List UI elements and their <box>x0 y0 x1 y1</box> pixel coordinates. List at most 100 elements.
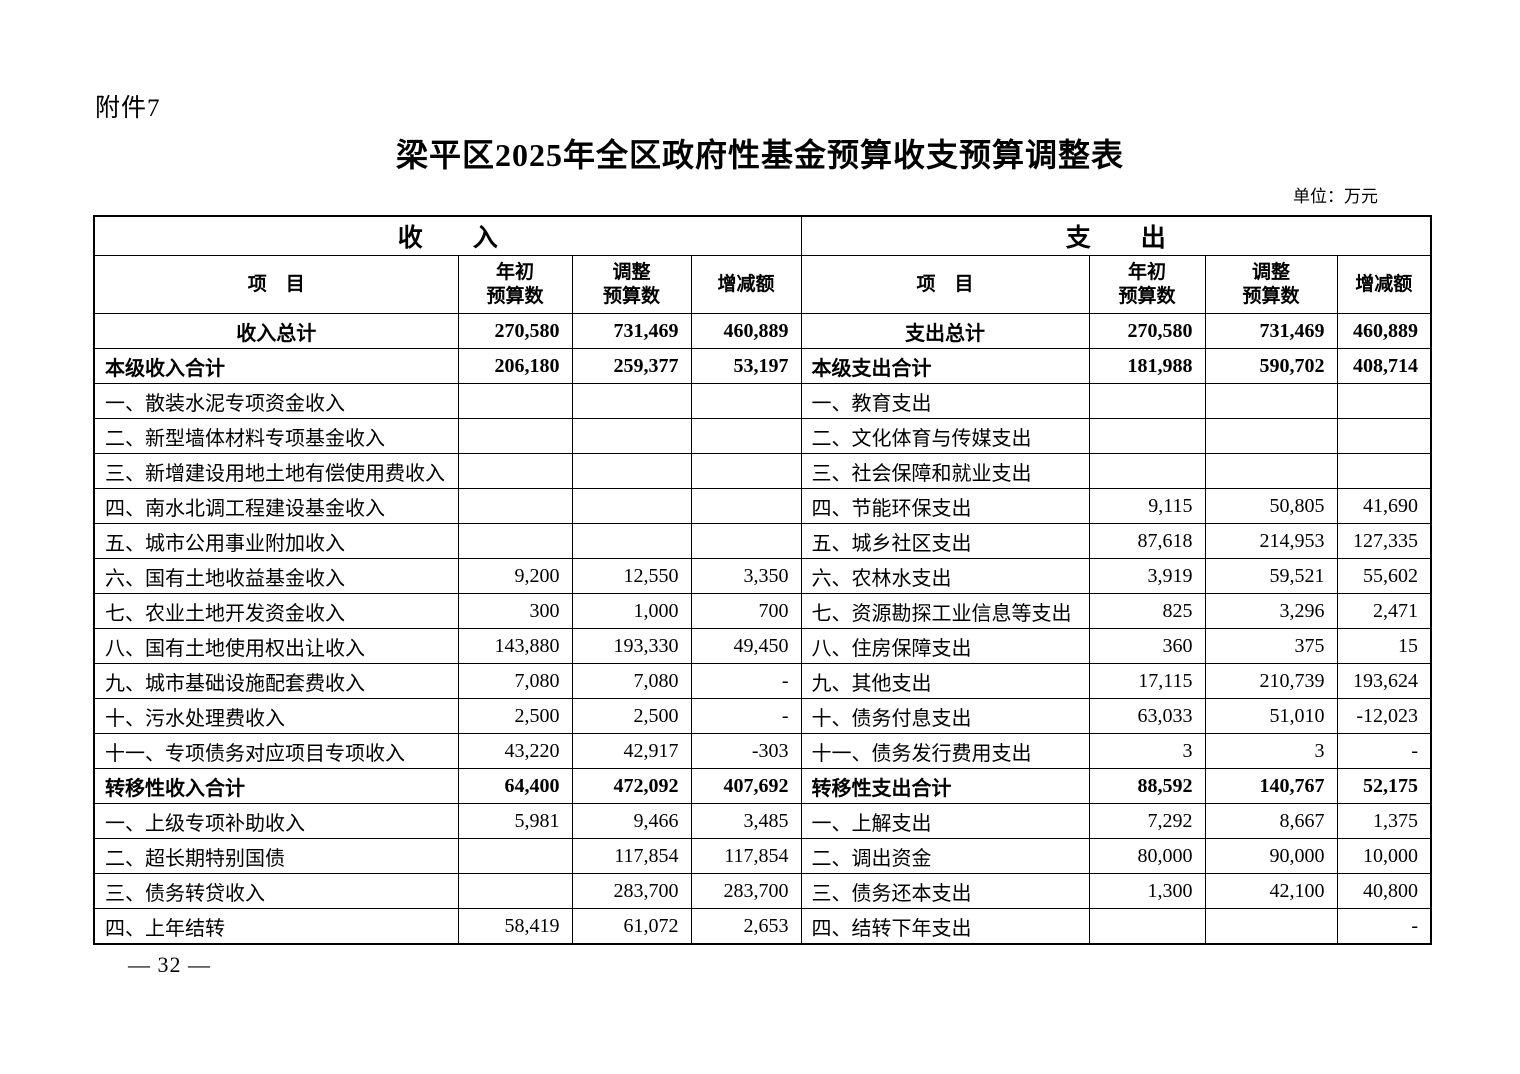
cell-value: 2,471 <box>1336 593 1432 629</box>
cell-value: 140,767 <box>1204 768 1338 804</box>
row-label: 三、新增建设用地土地有偿使用费收入 <box>93 453 459 489</box>
cell-value: 42,100 <box>1204 873 1338 909</box>
row-label: 转移性支出合计 <box>800 768 1090 804</box>
cell-value: 1,000 <box>571 593 692 629</box>
row-label: 三、社会保障和就业支出 <box>800 453 1090 489</box>
cell-value: 270,580 <box>457 313 573 349</box>
row-label: 二、新型墙体材料专项基金收入 <box>93 418 459 454</box>
cell-value: 42,917 <box>571 733 692 769</box>
cell-value: 9,466 <box>571 803 692 839</box>
cell-value: 731,469 <box>571 313 692 349</box>
cell-value: 59,521 <box>1204 558 1338 594</box>
cell-value <box>571 488 692 524</box>
cell-value: 61,072 <box>571 908 692 945</box>
cell-value: 5,981 <box>457 803 573 839</box>
cell-value <box>690 488 802 524</box>
cell-value: 206,180 <box>457 348 573 384</box>
row-label: 六、农林水支出 <box>800 558 1090 594</box>
table-row: 三、新增建设用地土地有偿使用费收入 三、社会保障和就业支出 <box>93 453 1432 489</box>
row-label: 四、节能环保支出 <box>800 488 1090 524</box>
cell-value <box>571 418 692 454</box>
cell-value: 9,115 <box>1088 488 1206 524</box>
cell-value <box>457 838 573 874</box>
cell-value: 49,450 <box>690 628 802 664</box>
cell-value: 88,592 <box>1088 768 1206 804</box>
cell-value <box>1204 453 1338 489</box>
cell-value <box>690 383 802 419</box>
cell-value: 43,220 <box>457 733 573 769</box>
cell-value: 7,080 <box>457 663 573 699</box>
cell-value: 127,335 <box>1336 523 1432 559</box>
row-label: 四、结转下年支出 <box>800 908 1090 945</box>
cell-value <box>1336 418 1432 454</box>
row-label: 三、债务转贷收入 <box>93 873 459 909</box>
cell-value: 472,092 <box>571 768 692 804</box>
table-row: 本级收入合计 206,180 259,377 53,197 本级支出合计 181,988 5… <box>93 348 1432 384</box>
cell-value: 283,700 <box>690 873 802 909</box>
cell-value: 590,702 <box>1204 348 1338 384</box>
cell-value: 7,080 <box>571 663 692 699</box>
cell-value: 8,667 <box>1204 803 1338 839</box>
cell-value: - <box>690 663 802 699</box>
row-label: 本级收入合计 <box>93 348 459 384</box>
cell-value: 52,175 <box>1336 768 1432 804</box>
cell-value: 9,200 <box>457 558 573 594</box>
row-label: 支出总计 <box>800 313 1090 349</box>
cell-value <box>457 523 573 559</box>
cell-value <box>457 873 573 909</box>
table-row: 十、污水处理费收入 2,500 2,500- 十、债务付息支出 63,033 51,010… <box>93 698 1432 734</box>
cell-value: 210,739 <box>1204 663 1338 699</box>
cell-value: 15 <box>1336 628 1432 664</box>
row-label: 三、债务还本支出 <box>800 873 1090 909</box>
table-body: 收入总计 270,580 731,469 460,889 支出总计 270,580 731,… <box>93 313 1432 945</box>
row-label: 二、文化体育与传媒支出 <box>800 418 1090 454</box>
column-header-item-right: 项 目 <box>800 255 1090 314</box>
cell-value: 181,988 <box>1088 348 1206 384</box>
attachment-label: 附件7 <box>95 95 161 122</box>
cell-value <box>457 453 573 489</box>
cell-value: 17,115 <box>1088 663 1206 699</box>
table-row: 十一、专项债务对应项目专项收入 43,220 42,917 -303 十一、债务发行费用… <box>93 733 1432 769</box>
cell-value: 408,714 <box>1336 348 1432 384</box>
cell-value: - <box>690 698 802 734</box>
cell-value <box>1336 453 1432 489</box>
column-header-row: 项 目 年初 预算数 调整 预算数 增减额 项 目 年初 预算数 调整 预算数 … <box>93 255 1432 314</box>
section-header-row: 收 入 支 出 <box>93 215 1432 256</box>
cell-value <box>571 383 692 419</box>
cell-value: 64,400 <box>457 768 573 804</box>
cell-value: 214,953 <box>1204 523 1338 559</box>
cell-value: 3 <box>1088 733 1206 769</box>
row-label: 一、教育支出 <box>800 383 1090 419</box>
table-header: 收 入 支 出 项 目 年初 预算数 调整 预算数 增减额 项 目 年初 预算数… <box>93 215 1432 314</box>
table-row: 六、国有土地收益基金收入 9,200 12,550 3,350 六、农林水支出 3,919… <box>93 558 1432 594</box>
cell-value: 1,375 <box>1336 803 1432 839</box>
cell-value: 87,618 <box>1088 523 1206 559</box>
column-header-item-left: 项 目 <box>93 255 459 314</box>
cell-value <box>1204 908 1338 945</box>
column-header-initial-budget-left: 年初 预算数 <box>457 255 573 314</box>
cell-value: 41,690 <box>1336 488 1432 524</box>
cell-value <box>1088 453 1206 489</box>
cell-value <box>571 523 692 559</box>
cell-value <box>457 383 573 419</box>
column-header-adjusted-budget-left: 调整 预算数 <box>571 255 692 314</box>
table-row: 三、债务转贷收入 283,700 283,700 三、债务还本支出 1,300 42,10… <box>93 873 1432 909</box>
table-row: 四、上年结转 58,419 61,072 2,653 四、结转下年支出 - <box>93 908 1432 945</box>
cell-value: 360 <box>1088 628 1206 664</box>
cell-value: 407,692 <box>690 768 802 804</box>
cell-value: 117,854 <box>690 838 802 874</box>
budget-table: 收 入 支 出 项 目 年初 预算数 调整 预算数 增减额 项 目 年初 预算数… <box>93 215 1433 945</box>
row-label: 一、散装水泥专项资金收入 <box>93 383 459 419</box>
cell-value: 460,889 <box>1336 313 1432 349</box>
row-label: 九、其他支出 <box>800 663 1090 699</box>
cell-value: 51,010 <box>1204 698 1338 734</box>
row-label: 六、国有土地收益基金收入 <box>93 558 459 594</box>
cell-value: -303 <box>690 733 802 769</box>
cell-value: 731,469 <box>1204 313 1338 349</box>
row-label: 收入总计 <box>93 313 459 349</box>
cell-value: 3,296 <box>1204 593 1338 629</box>
row-label: 八、住房保障支出 <box>800 628 1090 664</box>
table-row: 二、新型墙体材料专项基金收入 二、文化体育与传媒支出 <box>93 418 1432 454</box>
cell-value: 2,653 <box>690 908 802 945</box>
